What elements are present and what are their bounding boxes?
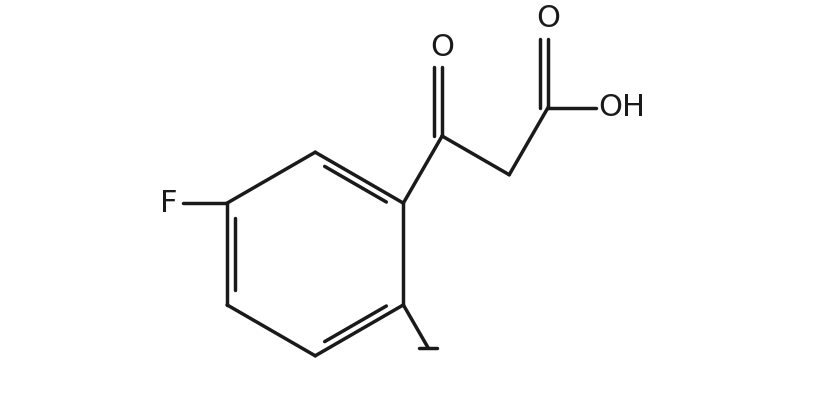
Text: OH: OH	[599, 93, 646, 122]
Text: O: O	[536, 5, 560, 33]
Text: O: O	[430, 33, 454, 62]
Text: F: F	[159, 189, 177, 218]
